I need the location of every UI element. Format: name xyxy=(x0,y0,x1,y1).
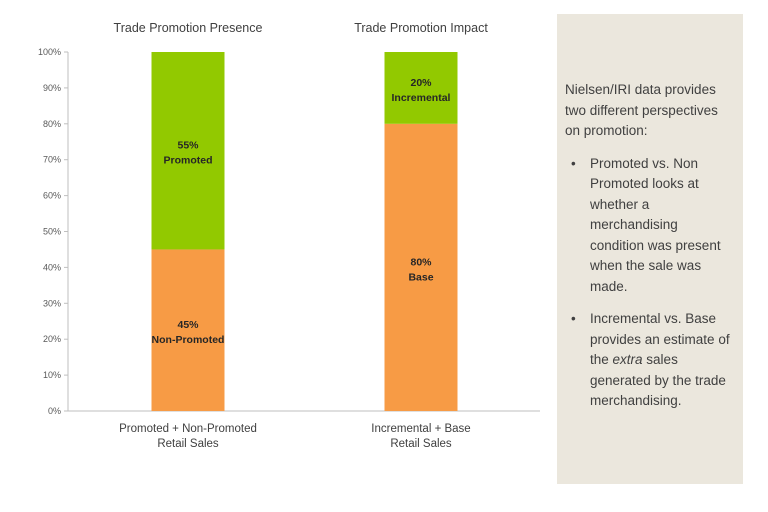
y-tick-label: 10% xyxy=(43,370,61,380)
bar-segment xyxy=(151,52,225,250)
segment-name-label: Incremental xyxy=(392,92,451,104)
y-tick-label: 60% xyxy=(43,191,61,201)
bullet-icon: • xyxy=(571,155,576,171)
panel-intro: Nielsen/IRI data provides two different … xyxy=(565,82,718,138)
chart-title: Trade Promotion Impact xyxy=(354,21,488,35)
segment-name-label: Promoted xyxy=(163,155,212,167)
bar-segment xyxy=(384,52,458,124)
bar-segment xyxy=(151,249,225,411)
x-category-label: Incremental + Base xyxy=(371,423,470,435)
y-tick-label: 50% xyxy=(43,227,61,237)
segment-name-label: Non-Promoted xyxy=(152,334,225,346)
segment-percent-label: 55% xyxy=(177,140,199,152)
y-tick-label: 100% xyxy=(38,47,61,57)
segment-name-label: Base xyxy=(408,271,433,283)
segment-percent-label: 20% xyxy=(410,77,432,89)
y-tick-label: 80% xyxy=(43,119,61,129)
emphasis-extra: extra xyxy=(612,352,643,367)
bullet-icon: • xyxy=(571,311,576,326)
segment-percent-label: 80% xyxy=(410,256,432,268)
panel-bullet-item: • Promoted vs. Non Promoted looks at whe… xyxy=(565,154,733,298)
x-category-label: Retail Sales xyxy=(390,438,452,450)
stacked-bar-chart: 0% 10% 20% 30% 40% 50% 60% 70% 80% 90% 100% Trade P… xyxy=(38,21,540,450)
x-category-label: Retail Sales xyxy=(157,438,219,450)
bullet-text-promoted: Promoted vs. Non Promoted looks at wheth… xyxy=(590,155,721,294)
panel-bullet-item: • Incremental vs. Base provides an estim… xyxy=(565,309,733,412)
y-tick-label: 0% xyxy=(48,406,61,416)
y-tick-label: 30% xyxy=(43,298,61,308)
y-tick-label: 40% xyxy=(43,262,61,272)
bar-segment xyxy=(384,123,458,412)
info-panel: Nielsen/IRI data provides two different … xyxy=(557,14,743,484)
x-category-label: Promoted + Non-Promoted xyxy=(119,423,257,435)
panel-bullet-list: • Promoted vs. Non Promoted looks at whe… xyxy=(565,154,733,412)
chart-title: Trade Promotion Presence xyxy=(114,21,263,35)
y-tick-label: 90% xyxy=(43,83,61,93)
y-tick-label: 70% xyxy=(43,155,61,165)
y-tick-label: 20% xyxy=(43,334,61,344)
bullet-text-incremental: Incremental vs. Base provides an estimat… xyxy=(590,311,730,408)
segment-percent-label: 45% xyxy=(177,319,199,331)
